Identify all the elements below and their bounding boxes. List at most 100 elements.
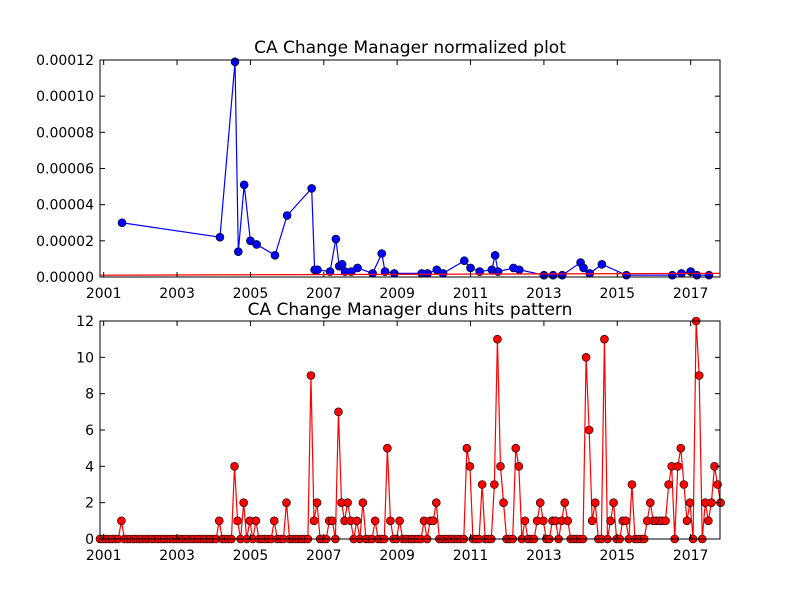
y-tick-label: 0.00008 (36, 125, 94, 141)
data-point (579, 263, 588, 273)
data-point (269, 516, 279, 526)
data-point (428, 516, 438, 526)
data-point (676, 443, 686, 453)
x-tick-label: 2003 (159, 548, 195, 564)
data-point (621, 516, 631, 526)
data-point (386, 516, 395, 526)
data-point (535, 498, 545, 507)
y-tick-label: 0.00010 (36, 89, 94, 105)
y-tick-label: 0.00006 (36, 162, 94, 178)
y-tick-label: 0.00000 (36, 270, 94, 286)
data-point (627, 480, 637, 489)
data-point (309, 516, 319, 526)
data-point (477, 480, 487, 489)
plot-area (99, 320, 721, 540)
chart-title: CA Change Manager normalized plot (254, 38, 566, 58)
data-point (234, 247, 243, 256)
x-tick-label: 2005 (233, 548, 269, 564)
data-point (563, 516, 573, 526)
data-point (395, 516, 404, 526)
data-point (704, 270, 714, 280)
x-tick-label: 2009 (379, 286, 415, 302)
data-point (353, 263, 362, 273)
x-tick-label: 2015 (599, 286, 635, 302)
data-point (597, 260, 607, 269)
data-point (368, 269, 377, 278)
data-point (694, 371, 704, 380)
y-tick-label: 0.00012 (36, 53, 94, 69)
data-point (431, 498, 441, 507)
data-point (459, 256, 469, 266)
data-point (609, 498, 618, 507)
x-tick-label: 2011 (453, 548, 489, 564)
data-point (664, 480, 673, 489)
data-point (307, 184, 316, 193)
data-point (511, 443, 521, 453)
data-point (661, 516, 670, 526)
plot-area (99, 59, 721, 278)
x-tick-label: 2015 (599, 548, 635, 564)
y-tick-label: 10 (76, 350, 94, 366)
x-tick-label: 2007 (306, 548, 342, 564)
data-point (337, 260, 347, 269)
y-tick-label: 0.00002 (36, 234, 94, 250)
data-point (325, 267, 335, 276)
data-point (313, 265, 322, 275)
data-point (383, 443, 392, 453)
data-point (331, 234, 341, 244)
data-point (668, 270, 677, 280)
data-point (493, 334, 502, 344)
data-point (622, 270, 631, 280)
data-point (692, 270, 702, 280)
data-point (252, 240, 261, 249)
data-point (581, 353, 591, 362)
data-point (328, 516, 337, 526)
data-point (557, 270, 567, 280)
data-point (538, 516, 548, 526)
hits-pattern-panel: CA Change Manager duns hits pattern 2001… (76, 300, 725, 564)
data-point (704, 516, 713, 526)
data-point (515, 265, 524, 275)
data-point (380, 267, 390, 276)
data-point (707, 498, 716, 507)
data-point (282, 211, 292, 220)
data-point (514, 462, 524, 471)
data-point (548, 270, 558, 280)
data-point (499, 498, 508, 507)
y-tick-label: 4 (85, 459, 94, 475)
y-tick-label: 2 (85, 496, 94, 512)
series-line (99, 272, 721, 276)
data-point (312, 498, 322, 507)
data-point (423, 269, 432, 278)
x-tick-label: 2005 (233, 286, 269, 302)
data-point (520, 516, 530, 526)
x-tick-label: 2009 (379, 548, 415, 564)
data-point (673, 462, 683, 471)
data-point (600, 334, 609, 344)
chart-title: CA Change Manager duns hits pattern (248, 300, 573, 320)
data-point (334, 407, 343, 417)
data-point (606, 516, 615, 526)
y-tick-label: 0 (85, 532, 94, 548)
data-point (587, 516, 597, 526)
data-point (343, 498, 352, 507)
data-point (306, 371, 316, 380)
y-tick-label: 0.00004 (36, 198, 94, 214)
data-point (685, 498, 695, 507)
data-point (233, 516, 242, 526)
data-point (230, 462, 239, 471)
data-point (490, 480, 499, 489)
ticks-layer: 2001 2003 2005 2007 2009 2011 2013 2015 2017 0.00… (36, 53, 720, 302)
data-point (465, 462, 475, 471)
data-point (282, 498, 291, 507)
data-point (496, 462, 505, 471)
data-point (215, 232, 225, 242)
data-point (679, 480, 689, 489)
x-tick-label: 2007 (306, 286, 342, 302)
data-point (560, 498, 569, 507)
data-point (590, 498, 600, 507)
data-point (462, 443, 472, 453)
data-point (377, 249, 387, 258)
data-point (117, 516, 126, 526)
x-tick-label: 2017 (673, 286, 709, 302)
